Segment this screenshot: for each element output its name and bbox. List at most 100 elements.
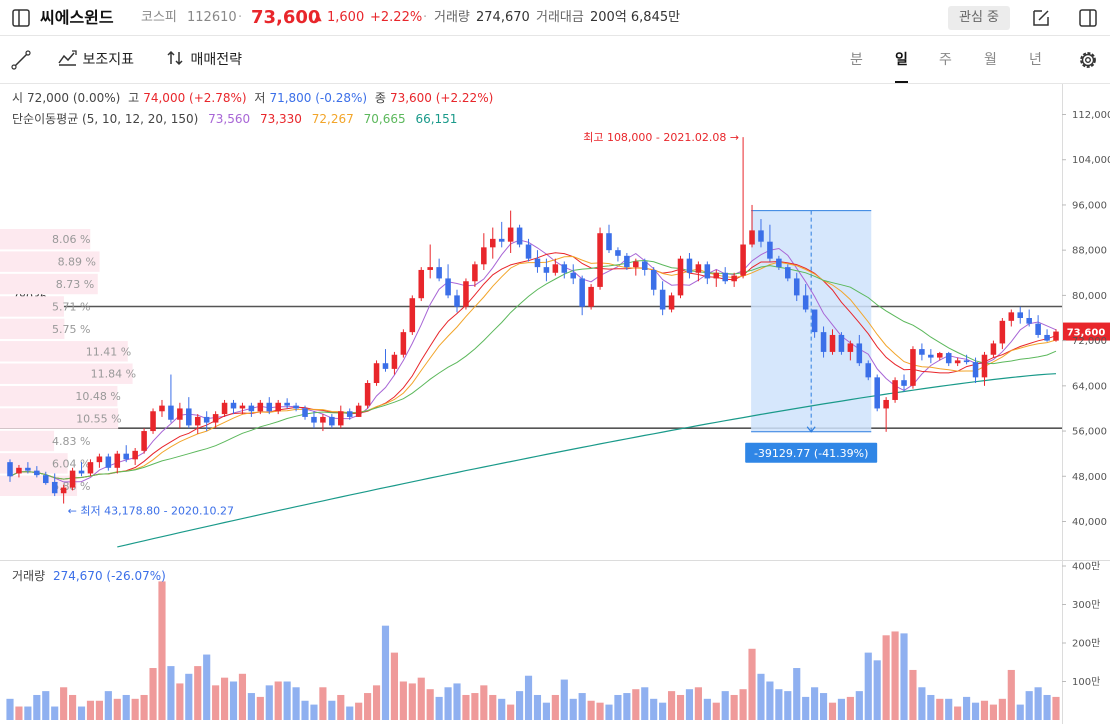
volume-profile-label: 11.41 % — [86, 345, 131, 358]
volume-bar — [676, 694, 685, 720]
period-week[interactable]: 주 — [939, 52, 952, 68]
settings-gear-icon[interactable] — [1077, 49, 1099, 71]
candle-body — [507, 227, 514, 242]
volume-profile-label: 8.06 % — [52, 233, 90, 246]
candle-body — [186, 408, 192, 426]
volume-bar — [641, 687, 649, 720]
ma5-value: 73,560 — [208, 112, 251, 126]
volume-bar — [1034, 687, 1042, 720]
volume-panel-value: 274,670 (-26.07%) — [52, 569, 166, 583]
candle-body — [919, 349, 925, 355]
candle-body — [606, 233, 612, 251]
low-label: 저 — [254, 91, 266, 105]
period-minute[interactable]: 분 — [850, 52, 863, 68]
low-price-annotation: ← 최저 43,178.80 - 2020.10.27 — [68, 505, 234, 518]
volume-profile-bar — [0, 430, 55, 452]
volume-tick-label: 200만 — [1072, 638, 1100, 650]
volume-bar — [757, 673, 765, 720]
volume-bar — [694, 687, 702, 720]
volume-profile-bar — [0, 318, 65, 340]
volume-bar — [60, 687, 68, 720]
draw-line-icon[interactable] — [10, 49, 32, 71]
price-tick-label: 40,000 — [1072, 517, 1107, 528]
candle-body — [239, 405, 246, 409]
candle-body — [221, 402, 228, 415]
candle-body — [168, 405, 174, 420]
period-month[interactable]: 월 — [984, 52, 997, 68]
volume-bar — [703, 698, 711, 720]
volume-bar — [954, 706, 962, 720]
volume-profile-label: 10.55 % — [76, 413, 121, 426]
candle-body — [856, 343, 863, 364]
ma-label: 단순이동평균 (5, 10, 12, 20, 150) — [12, 112, 199, 126]
volume-bar — [721, 691, 729, 720]
candle-body — [16, 467, 22, 474]
volume-bar — [444, 687, 452, 720]
volume-bar — [811, 687, 819, 720]
close-value: 73,600 (+2.22%) — [389, 91, 494, 105]
candle-body — [481, 247, 487, 265]
candle-body — [633, 261, 639, 268]
volume-bar — [864, 652, 872, 720]
sidebar-toggle-icon[interactable] — [10, 7, 32, 29]
volume-bar — [140, 694, 148, 720]
volume-profile-bar — [0, 408, 119, 429]
period-day[interactable]: 일 — [895, 52, 908, 83]
edit-icon[interactable] — [1030, 7, 1052, 29]
volume-info: 거래량 274,670 (-26.07%) — [12, 567, 170, 583]
volume-bar — [1007, 669, 1015, 720]
candle-body — [543, 267, 550, 273]
candle-body — [60, 487, 67, 494]
volume-profile-bar — [0, 341, 128, 362]
candle-body — [597, 233, 603, 287]
candle-body — [668, 295, 675, 310]
measure-label-box — [745, 442, 878, 463]
candle-body — [972, 362, 979, 378]
volume-bar — [533, 694, 542, 720]
candle-body — [338, 411, 344, 426]
candle-body — [624, 255, 630, 268]
volume-bar — [149, 668, 157, 720]
candle-body — [150, 411, 156, 432]
volume-profile-label: 5.71 % — [52, 300, 90, 313]
price-tick-label: 112,000 — [1072, 110, 1110, 121]
candle-body — [212, 414, 219, 423]
panel-toggle-icon[interactable] — [1077, 7, 1099, 29]
volume-profile-bar — [0, 229, 91, 250]
volume-bar — [337, 694, 345, 720]
candle-body — [472, 264, 478, 282]
low-value: 71,800 (-0.28%) — [269, 91, 368, 105]
candle-body — [382, 363, 389, 369]
volume-bar — [739, 689, 747, 720]
volume-bar — [980, 700, 989, 720]
candle-body — [293, 405, 299, 409]
candle-body — [901, 380, 907, 386]
watchlist-button[interactable]: 관심 중 — [948, 6, 1010, 30]
volume-bar — [659, 702, 667, 720]
volume-bar — [274, 681, 282, 720]
volume-bar — [802, 696, 810, 720]
volume-profile-bar — [0, 475, 78, 496]
volume-bar — [963, 696, 971, 720]
volume-bar — [489, 694, 497, 720]
volume-bar — [560, 679, 568, 720]
period-year[interactable]: 년 — [1029, 52, 1042, 68]
volume-bar — [685, 689, 694, 720]
volume-profile-label: 4.83 % — [52, 435, 90, 448]
volume-profile-bar — [0, 251, 100, 272]
strategy-button[interactable]: 매매전략 — [166, 50, 242, 70]
volume-bar — [793, 668, 801, 720]
volume-tick-label: 400만 — [1072, 561, 1100, 573]
strategy-label: 매매전략 — [190, 52, 242, 68]
candle-body — [284, 402, 290, 406]
candle-body — [96, 456, 103, 463]
candle-body — [275, 402, 281, 412]
volume-profile-label: 11.84 % — [91, 368, 136, 381]
candle-body — [704, 264, 711, 279]
indicator-button[interactable]: 보조지표 — [58, 50, 134, 70]
close-label: 종 — [374, 91, 386, 105]
candle-body — [811, 309, 818, 333]
market-label: 코스피 — [141, 10, 177, 25]
high-price-annotation: 최고 108,000 - 2021.02.08 → — [583, 131, 739, 144]
